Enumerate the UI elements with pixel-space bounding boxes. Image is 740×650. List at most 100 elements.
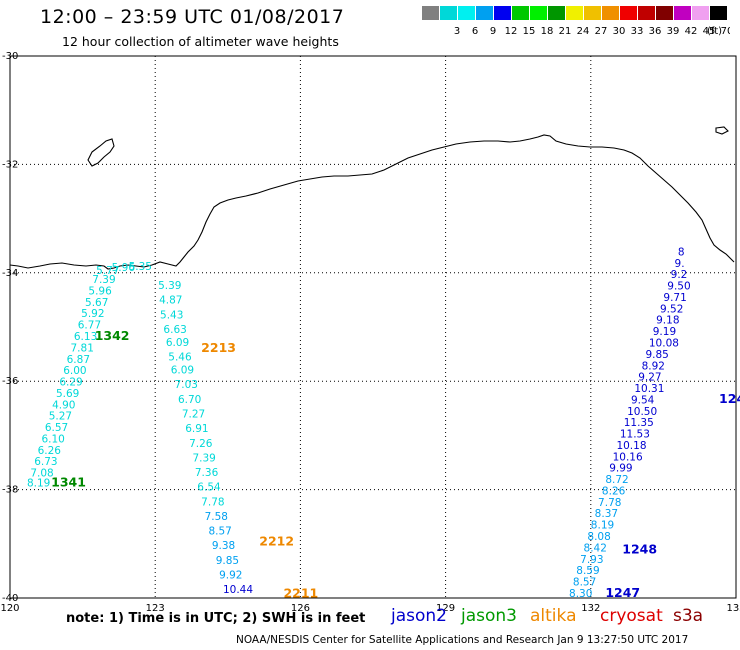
wave-height-value: 9.92 [219,569,242,581]
lon-tick-label: 135 [726,603,740,614]
wave-height-value: 5.92 [81,308,104,320]
wave-height-value: 8.72 [605,474,628,486]
color-swatch [476,6,493,20]
wave-height-value: 7.26 [189,438,213,450]
color-scale-unit: (ft) [707,26,722,37]
color-swatch [656,6,673,20]
color-scale-label: 12 [505,26,518,37]
wave-height-value: 10.18 [616,440,646,452]
wave-height-value: 6.13 [74,331,97,343]
wave-height-value: 8.30 [569,588,592,600]
lat-tick-label: -34 [2,268,18,279]
wave-height-value: 8.57 [573,577,596,589]
wave-height-value: 9.85 [216,555,239,567]
wave-height-value: 8.42 [584,542,607,554]
wave-height-value: 7.08 [30,468,53,480]
color-scale-label: 24 [577,26,590,37]
wave-height-value: 6.91 [185,423,208,435]
axis-tick-labels: 120 123 126 129 132 135 -30 -32 -34 -36 -38 -40 [0,51,740,614]
pass-number-label: 1247 [605,585,640,600]
wave-height-value: 9.85 [645,349,668,361]
color-scale-label: 39 [667,26,680,37]
wave-height-value: 9.19 [653,326,676,338]
pass-number-label: 2211 [283,585,318,600]
legend-cryosat: cryosat [600,606,663,626]
wave-height-value: 8 [678,246,685,258]
color-swatch [638,6,655,20]
color-swatch [602,6,619,20]
color-scale-label: 30 [613,26,626,37]
wave-height-value: 6.70 [178,394,201,406]
pass-number-label: 1248 [622,542,657,557]
wave-height-value: 7.36 [195,467,219,479]
units-note: note: 1) Time is in UTC; 2) SWH is in fe… [66,611,366,626]
color-swatch [620,6,637,20]
wave-height-value: 10.08 [649,338,679,350]
color-scale-bar: 36912151821242730333639424570 (ft) [422,6,730,37]
color-scale-label: 36 [649,26,662,37]
wave-height-value: 6.00 [63,365,86,377]
color-swatch [710,6,727,20]
wave-height-value: 7.03 [175,379,198,391]
wave-height-value: 8.26 [602,485,626,497]
wave-height-value: 8.37 [595,508,618,520]
island-coast [87,138,115,167]
track-1341: 8.197.086.736.266.106.575.274.905.696.29… [27,265,120,489]
wave-height-value: 6.87 [67,354,90,366]
wave-height-value: 6.54 [197,482,221,494]
wave-height-value: 5.43 [160,309,183,321]
map-frame [9,55,737,599]
australia-coast [9,134,735,270]
wave-height-value: 9. [675,258,685,270]
wave-height-value: 6.10 [41,433,64,445]
color-scale-label: 3 [454,26,460,37]
wave-height-value: 9.27 [638,372,661,384]
color-scale-label: 42 [685,26,698,37]
color-swatch [512,6,529,20]
wave-height-value: 8.59 [576,565,599,577]
color-swatch [692,6,709,20]
wave-height-value: 5.35 [129,261,152,273]
wave-height-value: 6.29 [59,377,82,389]
pass-number-label: 1341 [51,474,86,489]
wave-height-value: 7.78 [201,496,224,508]
track-1249: 9.278.929.8510.089.199.189.529.719.509.2… [638,246,740,405]
color-scale-label: 33 [631,26,644,37]
legend-jason2: jason2 [391,606,447,626]
lon-tick-label: 132 [581,603,600,614]
color-swatch [422,6,439,20]
wave-height-value: 9.50 [667,281,690,293]
wave-height-value: 10.50 [627,406,657,418]
lat-tick-label: -38 [2,485,18,496]
color-swatch [458,6,475,20]
wave-height-value: 5.46 [168,352,192,364]
wave-height-value: 8.19 [591,520,614,532]
wave-height-value: 7.27 [182,409,205,421]
wave-height-value: 11.35 [624,417,654,429]
wave-height-value: 5.67 [85,297,108,309]
legend-altika: altika [530,606,577,626]
wave-height-value: 11.53 [620,429,650,441]
wave-height-value: 8.19 [27,477,50,489]
color-swatch [674,6,691,20]
wave-height-value: 5.39 [158,280,181,292]
coastline [9,126,735,270]
lat-tick-label: -30 [2,51,18,62]
color-swatch [494,6,511,20]
lat-lon-grid [10,56,736,598]
color-scale-label: 45 [703,26,716,37]
wave-height-value: 7.93 [580,554,603,566]
track-1247: 8.308.578.597.938.428.088.198.377.788.26… [569,474,640,600]
wave-height-value: 9.54 [631,394,655,406]
wave-height-value: 9.52 [660,303,683,315]
lat-tick-label: -40 [2,593,18,604]
color-scale-label: 9 [490,26,496,37]
wave-height-value: 9.38 [212,540,235,552]
wave-height-value: 5.27 [49,411,72,423]
wave-height-value: 6.73 [34,456,57,468]
wave-height-value: 7.58 [205,511,228,523]
wave-height-value: 6.77 [78,320,101,332]
wave-height-value: 9.18 [656,315,679,327]
